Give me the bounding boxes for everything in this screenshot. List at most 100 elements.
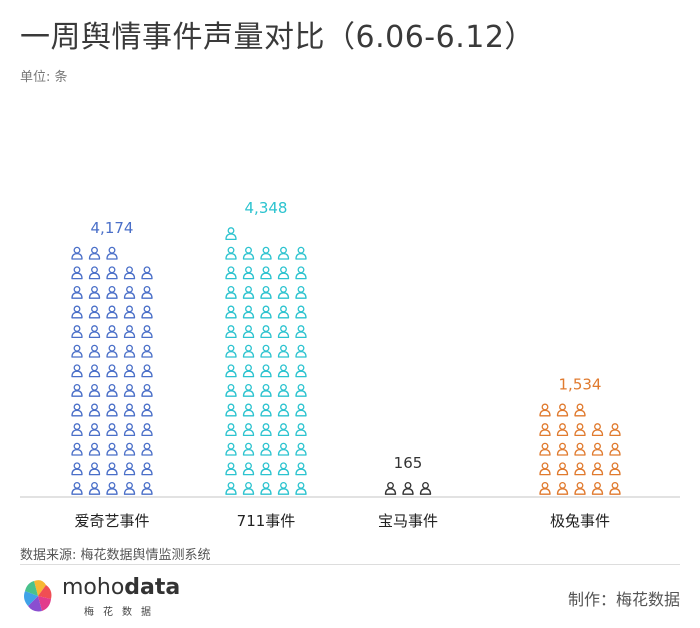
person-icon [277, 325, 290, 339]
person-icon [141, 423, 153, 437]
person-icon [242, 325, 255, 339]
person-icon [260, 481, 272, 495]
person-icon [123, 403, 136, 417]
person-icon [591, 481, 604, 495]
person-icon [277, 423, 290, 437]
person-icon [106, 442, 118, 456]
person-icon [71, 364, 83, 378]
person-icon [141, 325, 153, 339]
person-icon [123, 364, 136, 378]
person-icon [71, 344, 83, 358]
person-icon [141, 442, 153, 456]
person-icon [123, 344, 136, 358]
person-icon [277, 383, 290, 397]
person-icon [123, 305, 136, 319]
person-icon [419, 481, 432, 495]
person-icon [295, 246, 307, 260]
person-icon [295, 462, 307, 476]
category-label: 爱奇艺事件 [74, 512, 149, 530]
person-icon [242, 383, 255, 397]
person-icon [609, 423, 621, 437]
person-icon [242, 285, 255, 299]
person-icon [260, 305, 272, 319]
person-icon [277, 364, 290, 378]
person-icon [106, 383, 118, 397]
person-icon [141, 403, 153, 417]
person-icon [88, 364, 101, 378]
bar-2 [225, 227, 307, 495]
person-icon [295, 383, 307, 397]
person-icon [402, 481, 414, 495]
person-icon [574, 442, 586, 456]
person-icon [225, 364, 237, 378]
person-icon [295, 325, 307, 339]
person-icon [277, 344, 290, 358]
person-icon [242, 403, 255, 417]
value-label: 4,174 [91, 219, 134, 237]
person-icon [88, 266, 101, 280]
person-icon [295, 442, 307, 456]
person-icon [88, 423, 101, 437]
person-icon [539, 462, 551, 476]
value-label: 165 [394, 454, 423, 472]
person-icon [141, 481, 153, 495]
person-icon [260, 344, 272, 358]
bar-1 [71, 246, 153, 495]
person-icon [88, 305, 101, 319]
person-icon [242, 246, 255, 260]
person-icon [71, 285, 83, 299]
category-label: 极兔事件 [550, 512, 610, 530]
person-icon [141, 285, 153, 299]
person-icon [277, 403, 290, 417]
person-icon [242, 305, 255, 319]
person-icon [106, 325, 118, 339]
person-icon [260, 442, 272, 456]
person-icon [260, 325, 272, 339]
person-icon [88, 462, 101, 476]
person-icon [123, 442, 136, 456]
person-icon [591, 423, 604, 437]
person-icon [225, 227, 237, 241]
category-label: 711事件 [237, 512, 296, 530]
person-icon [71, 481, 83, 495]
person-icon [295, 403, 307, 417]
person-icon [556, 481, 569, 495]
person-icon [71, 325, 83, 339]
person-icon [225, 246, 237, 260]
person-icon [225, 403, 237, 417]
person-icon [574, 423, 586, 437]
unit-label: 单位: 条 [20, 70, 68, 85]
person-icon [574, 462, 586, 476]
person-icon [384, 481, 397, 495]
person-icon [225, 305, 237, 319]
person-icon [106, 266, 118, 280]
person-icon [88, 285, 101, 299]
person-icon [277, 285, 290, 299]
person-icon [88, 383, 101, 397]
person-icon [539, 481, 551, 495]
person-icon [71, 423, 83, 437]
person-icon [225, 383, 237, 397]
person-icon [295, 423, 307, 437]
person-icon [225, 325, 237, 339]
person-icon [71, 305, 83, 319]
person-icon [106, 481, 118, 495]
person-icon [106, 423, 118, 437]
person-icon [123, 423, 136, 437]
person-icon [71, 403, 83, 417]
person-icon [225, 481, 237, 495]
person-icon [556, 442, 569, 456]
person-icon [141, 383, 153, 397]
person-icon [277, 481, 290, 495]
person-icon [225, 285, 237, 299]
person-icon [260, 364, 272, 378]
value-label: 4,348 [245, 199, 288, 217]
person-icon [123, 266, 136, 280]
person-icon [295, 364, 307, 378]
person-icon [277, 462, 290, 476]
person-icon [574, 481, 586, 495]
person-icon [141, 305, 153, 319]
person-icon [106, 285, 118, 299]
person-icon [295, 481, 307, 495]
person-icon [242, 266, 255, 280]
